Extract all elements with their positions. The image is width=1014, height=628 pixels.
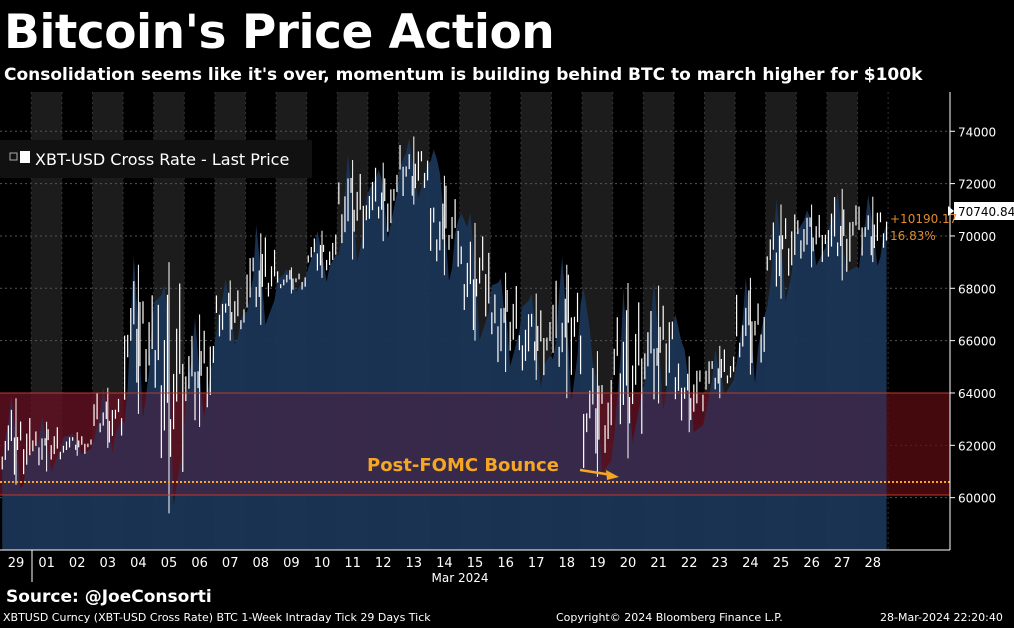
- legend-label: XBT-USD Cross Rate - Last Price: [35, 150, 289, 169]
- price-ticks: [1, 136, 888, 514]
- legend-toggle-icon: [9, 152, 18, 161]
- price-area-fill: [2, 138, 887, 550]
- x-tick-label: 03: [100, 556, 117, 571]
- x-tick-label: 20: [620, 556, 637, 571]
- last-price-value: 70740.84: [958, 205, 1014, 219]
- x-tick-label: 13: [406, 556, 423, 571]
- last-price-box: [954, 202, 1014, 220]
- legend-box: [0, 140, 312, 178]
- price-change-pct: 16.83%: [890, 229, 936, 243]
- source-credit: Source: @JoeConsorti: [6, 587, 212, 607]
- support-band-overlay: [0, 392, 887, 496]
- x-tick-label: 06: [191, 556, 208, 571]
- x-tick-label: 08: [253, 556, 270, 571]
- annotation: Post-FOMC Bounce: [367, 455, 619, 480]
- y-tick-label: 64000: [958, 387, 996, 401]
- y-tick-label: 74000: [958, 125, 996, 139]
- footer-description: XBTUSD Curncy (XBT-USD Cross Rate) BTC 1…: [3, 611, 431, 624]
- x-tick-label: 16: [497, 556, 514, 571]
- x-tick-label: 24: [742, 556, 759, 571]
- axis-labels: 60000 62000 64000 66000 68000 70000 72000 74000…: [8, 125, 996, 585]
- x-tick-label: 09: [283, 556, 300, 571]
- footer-copyright: Copyright© 2024 Bloomberg Finance L.P.: [556, 611, 783, 624]
- month-label: Mar 2024: [432, 571, 489, 585]
- y-tick-label: 60000: [958, 492, 996, 506]
- x-tick-label: 05: [161, 556, 178, 571]
- x-tick-label: 29: [8, 556, 25, 571]
- y-tick-label: 70000: [958, 230, 996, 244]
- x-tick-label: 25: [773, 556, 790, 571]
- annotation-arrow-icon: [606, 470, 619, 480]
- price-change: +10190.17: [890, 212, 957, 226]
- x-tick-label: 22: [681, 556, 698, 571]
- x-tick-label: 15: [467, 556, 484, 571]
- x-tick-label: 26: [803, 556, 820, 571]
- x-tick-label: 04: [130, 556, 147, 571]
- x-tick-label: 07: [222, 556, 239, 571]
- y-tick-label: 72000: [958, 178, 996, 192]
- x-tick-label: 01: [38, 556, 55, 571]
- footer-timestamp: 28-Mar-2024 22:20:40: [880, 611, 1003, 624]
- legend: XBT-USD Cross Rate - Last Price: [0, 140, 312, 178]
- y-tick-label: 68000: [958, 282, 996, 296]
- price-area: [0, 138, 887, 550]
- x-tick-label: 27: [834, 556, 851, 571]
- x-tick-label: 02: [69, 556, 86, 571]
- x-tick-label: 17: [528, 556, 545, 571]
- x-tick-label: 18: [559, 556, 576, 571]
- chart-subtitle: Consolidation seems like it's over, mome…: [4, 65, 923, 85]
- x-tick-label: 19: [589, 556, 606, 571]
- axes: [0, 92, 951, 582]
- x-tick-label: 10: [314, 556, 331, 571]
- y-tick-label: 66000: [958, 335, 996, 349]
- x-tick-label: 11: [344, 556, 361, 571]
- last-price-pointer-icon: [948, 206, 954, 216]
- chart-title: Bitcoin's Price Action: [4, 5, 555, 60]
- y-tick-label: 62000: [958, 439, 996, 453]
- x-tick-label: 23: [712, 556, 729, 571]
- x-tick-label: 28: [865, 556, 882, 571]
- x-tick-label: 12: [375, 556, 392, 571]
- x-tick-label: 21: [650, 556, 667, 571]
- legend-swatch-icon: [20, 151, 30, 163]
- x-tick-label: 14: [436, 556, 453, 571]
- annotation-text: Post-FOMC Bounce: [367, 455, 559, 476]
- level-lines: [0, 392, 950, 496]
- last-price-badge: 70740.84 +10190.17 16.83%: [890, 202, 1014, 243]
